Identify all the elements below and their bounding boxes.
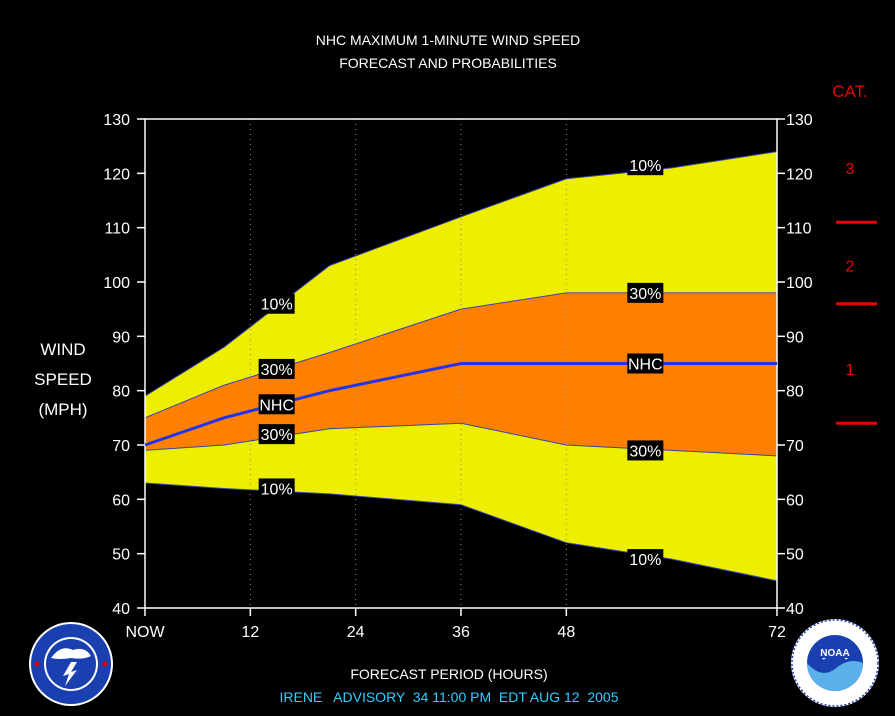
y-tick-label-left: 130 xyxy=(103,112,130,129)
x-tick-label: 24 xyxy=(347,624,365,641)
x-tick-label: 72 xyxy=(768,624,786,641)
x-axis-title: FORECAST PERIOD (HOURS) xyxy=(350,666,547,682)
advisory-footer: IRENE ADVISORY 34 11:00 PM EDT AUG 12 20… xyxy=(279,689,618,705)
y-tick-label-right: 100 xyxy=(786,275,813,292)
x-tick-label: 12 xyxy=(241,624,259,641)
y-axis-title-line-1: WIND xyxy=(40,340,85,359)
band-label: NHC xyxy=(627,353,664,374)
y-tick-label-left: 80 xyxy=(112,384,130,401)
band-label-box xyxy=(627,155,664,176)
band-label-text: 10% xyxy=(261,297,293,314)
y-tick-label-left: 60 xyxy=(112,492,130,509)
y-tick-label-right: 120 xyxy=(786,166,813,183)
band-label: 10% xyxy=(627,155,664,176)
band-label-text: 10% xyxy=(629,552,661,569)
band-label-text: 10% xyxy=(261,481,293,498)
y-tick-label-left: 110 xyxy=(104,221,130,238)
band-label-box xyxy=(627,549,664,570)
y-axis-title-line-3: (MPH) xyxy=(38,400,87,419)
y-tick-label-right: 40 xyxy=(786,601,804,618)
band-label: 10% xyxy=(258,478,295,499)
edge-lower-30 xyxy=(144,422,778,457)
band-label-box xyxy=(627,440,664,461)
national-weather-service-logo xyxy=(29,622,113,706)
svg-text:NOAA: NOAA xyxy=(820,648,849,659)
band-label-box xyxy=(627,282,664,303)
band-label-text: 30% xyxy=(261,427,293,444)
y-tick-label-right: 50 xyxy=(786,547,804,564)
category-label: 3 xyxy=(846,161,855,178)
band-label-text: 10% xyxy=(629,158,661,175)
y-tick-label-right: 90 xyxy=(786,329,804,346)
band-label-box xyxy=(258,478,295,499)
y-tick-label-right: 110 xyxy=(786,221,812,238)
x-tick-label: 36 xyxy=(452,624,470,641)
band-label: 10% xyxy=(258,293,295,314)
y-tick-label-left: 90 xyxy=(112,329,130,346)
band-label-box xyxy=(258,358,295,379)
band-label-box xyxy=(627,353,664,374)
band-label: 30% xyxy=(627,282,664,303)
y-tick-label-right: 70 xyxy=(786,438,804,455)
x-tick-label: 48 xyxy=(557,624,575,641)
y-tick-label-left: 50 xyxy=(112,547,130,564)
y-axis-title: WIND SPEED (MPH) xyxy=(34,340,92,419)
x-tick-label: NOW xyxy=(125,624,165,641)
y-tick-label-left: 70 xyxy=(112,438,130,455)
band-label-text: NHC xyxy=(259,397,294,414)
category-label: 2 xyxy=(846,259,855,276)
band-label: 30% xyxy=(258,424,295,445)
band-label-text: 30% xyxy=(629,286,661,303)
chart-subtitle: FORECAST AND PROBABILITIES xyxy=(339,55,557,71)
y-tick-label-right: 60 xyxy=(786,492,804,509)
band-label: NHC xyxy=(258,394,295,415)
band-label-box xyxy=(258,293,295,314)
category-label: 1 xyxy=(846,362,855,379)
band-label-box xyxy=(258,394,295,415)
y-axis-title-line-2: SPEED xyxy=(34,370,92,389)
chart-title: NHC MAXIMUM 1-MINUTE WIND SPEED xyxy=(316,32,580,48)
noaa-logo: NOAA xyxy=(791,619,879,707)
edge-upper-10 xyxy=(144,151,778,397)
band-label-box xyxy=(258,424,295,445)
band-label-text: NHC xyxy=(628,357,663,374)
band-label: 30% xyxy=(627,440,664,461)
band-label-text: 30% xyxy=(261,362,293,379)
band-label: 30% xyxy=(258,358,295,379)
band-label-text: 30% xyxy=(629,443,661,460)
y-tick-label-left: 100 xyxy=(103,275,130,292)
category-title: CAT. xyxy=(832,82,868,101)
nhc-forecast-line xyxy=(144,362,777,447)
band-label: 10% xyxy=(627,549,664,570)
y-tick-label-left: 120 xyxy=(103,166,130,183)
y-tick-label-left: 40 xyxy=(112,601,130,618)
y-tick-label-right: 130 xyxy=(786,112,813,129)
y-tick-label-right: 80 xyxy=(786,384,804,401)
